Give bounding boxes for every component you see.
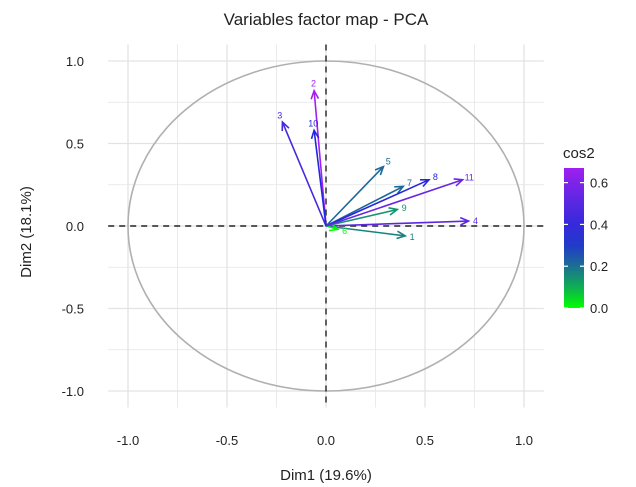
legend-tick-label: 0.0: [590, 301, 608, 316]
vectors: 1 2 3 4 5 6 7 8 9 10 11: [277, 79, 478, 242]
vector-2: 2: [310, 79, 327, 227]
x-axis-title: Dim1 (19.6%): [280, 467, 372, 484]
vector-line: [325, 179, 430, 227]
vector-line: [325, 179, 463, 227]
legend-ticks: 0.0 0.2 0.4 0.6: [564, 176, 608, 316]
legend-colorbar: [564, 168, 584, 308]
y-axis-title: Dim2 (18.1%): [18, 186, 35, 278]
vector-9: 9: [325, 203, 407, 227]
x-tick-label: 1.0: [515, 433, 533, 448]
vector-line: [325, 220, 469, 227]
x-tick-label: 0.5: [416, 433, 434, 448]
y-tick-label: -1.0: [62, 384, 84, 399]
vector-arrowhead: [374, 165, 385, 176]
vector-label: 9: [402, 203, 407, 213]
vector-8: 8: [325, 172, 438, 227]
vector-6: 6: [325, 222, 347, 236]
x-axis-ticks: -1.0 -0.5 0.0 0.5 1.0: [117, 433, 533, 448]
vector-arrowhead: [310, 88, 320, 100]
vector-arrowhead: [328, 222, 340, 232]
vector-line: [313, 90, 327, 227]
vector-line: [325, 225, 339, 231]
y-axis-ticks: -1.0 -0.5 0.0 0.5 1.0: [62, 54, 84, 399]
vector-label: 4: [473, 216, 478, 226]
vector-arrowhead: [419, 178, 431, 188]
vector-line: [325, 225, 406, 237]
chart-title: Variables factor map - PCA: [224, 10, 429, 29]
vector-4: 4: [325, 216, 478, 227]
legend-title: cos2: [563, 145, 595, 162]
vector-line: [325, 208, 398, 227]
vector-label: 6: [342, 226, 347, 236]
vector-arrowhead: [281, 120, 290, 132]
vector-arrowhead: [310, 128, 320, 140]
vector-arrowhead: [388, 206, 400, 216]
vector-arrowhead: [394, 185, 405, 194]
vector-line: [325, 166, 384, 227]
vector-11: 11: [325, 173, 474, 227]
vector-label: 2: [311, 79, 316, 89]
y-tick-label: 1.0: [66, 54, 84, 69]
vector-line: [281, 121, 327, 227]
vector-1: 1: [325, 225, 415, 242]
vector-label: 7: [407, 178, 412, 188]
x-tick-label: 0.0: [317, 433, 335, 448]
vector-arrowhead: [396, 230, 408, 240]
legend-tick-label: 0.4: [590, 217, 608, 232]
vector-10: 10: [308, 118, 327, 227]
y-tick-label: -0.5: [62, 302, 84, 317]
vector-label: 1: [410, 232, 415, 242]
vector-5: 5: [325, 157, 391, 227]
y-tick-label: 0.0: [66, 219, 84, 234]
vector-label: 8: [433, 172, 438, 182]
vector-arrowhead: [459, 216, 471, 226]
vector-3: 3: [277, 111, 327, 227]
y-tick-label: 0.5: [66, 137, 84, 152]
vector-label: 11: [465, 173, 474, 183]
vector-label: 10: [308, 118, 318, 128]
x-tick-label: -1.0: [117, 433, 139, 448]
legend: cos2 0.0 0.2 0.4 0.6: [563, 145, 608, 316]
vector-label: 5: [386, 157, 391, 167]
vector-arrowhead: [453, 178, 465, 187]
legend-tick-label: 0.6: [590, 176, 608, 191]
legend-tick-label: 0.2: [590, 259, 608, 274]
x-tick-label: -0.5: [216, 433, 238, 448]
vector-line: [313, 130, 327, 227]
vector-label: 3: [277, 111, 282, 121]
